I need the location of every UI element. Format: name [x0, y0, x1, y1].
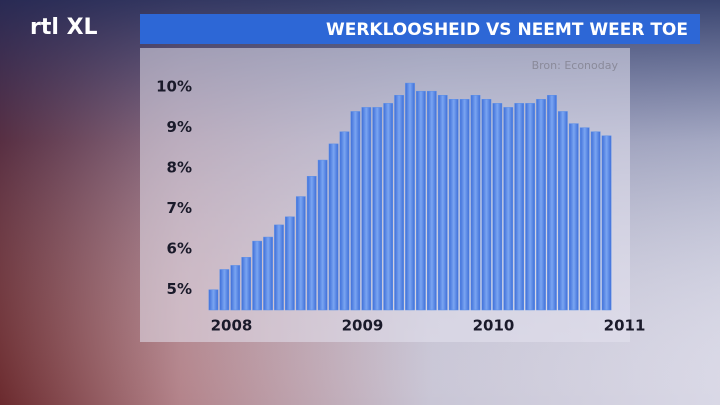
bar	[405, 82, 415, 311]
bar	[427, 90, 437, 311]
chart-title: WERKLOOSHEID VS NEEMT WEER TOE	[326, 20, 688, 40]
x-tick-label: 2010	[473, 317, 515, 335]
logo: rtl XL	[30, 15, 98, 40]
x-tick-label: 2008	[211, 317, 253, 335]
bar	[328, 143, 339, 311]
bar	[372, 107, 383, 311]
bar	[492, 103, 503, 311]
bar	[514, 103, 525, 311]
title-bar	[140, 14, 700, 44]
bar	[295, 196, 306, 311]
bar	[230, 265, 241, 311]
bar	[459, 99, 470, 311]
bar	[241, 257, 252, 311]
bar	[339, 131, 350, 311]
bar	[252, 240, 262, 311]
bar	[448, 99, 459, 311]
bar	[525, 103, 535, 311]
bar	[503, 107, 514, 311]
bar	[481, 99, 492, 311]
bar	[350, 111, 361, 311]
bar	[601, 135, 612, 311]
bar	[306, 176, 317, 311]
bar	[536, 99, 546, 311]
bar	[317, 159, 328, 311]
bar	[219, 269, 230, 311]
y-tick-label: 8%	[167, 159, 192, 177]
bar	[274, 224, 284, 311]
bar	[547, 95, 557, 311]
bar	[208, 289, 219, 311]
bar	[416, 90, 426, 311]
bar	[361, 107, 372, 311]
y-tick-label: 10%	[156, 78, 192, 96]
bar	[558, 111, 568, 311]
bar	[394, 95, 404, 311]
source: Bron: Econoday	[532, 59, 619, 72]
bar	[579, 127, 590, 311]
bar	[383, 103, 393, 311]
y-tick-label: 5%	[167, 280, 192, 298]
y-tick-label: 9%	[167, 118, 192, 136]
x-tick-label: 2011	[604, 317, 646, 335]
bar	[285, 216, 295, 311]
bar	[437, 95, 448, 311]
y-tick-label: 7%	[167, 199, 192, 217]
bar	[568, 123, 579, 311]
x-tick-label: 2009	[342, 317, 384, 335]
bar	[263, 236, 273, 311]
y-tick-label: 6%	[167, 240, 192, 258]
bar	[470, 95, 481, 311]
bar	[590, 131, 601, 311]
